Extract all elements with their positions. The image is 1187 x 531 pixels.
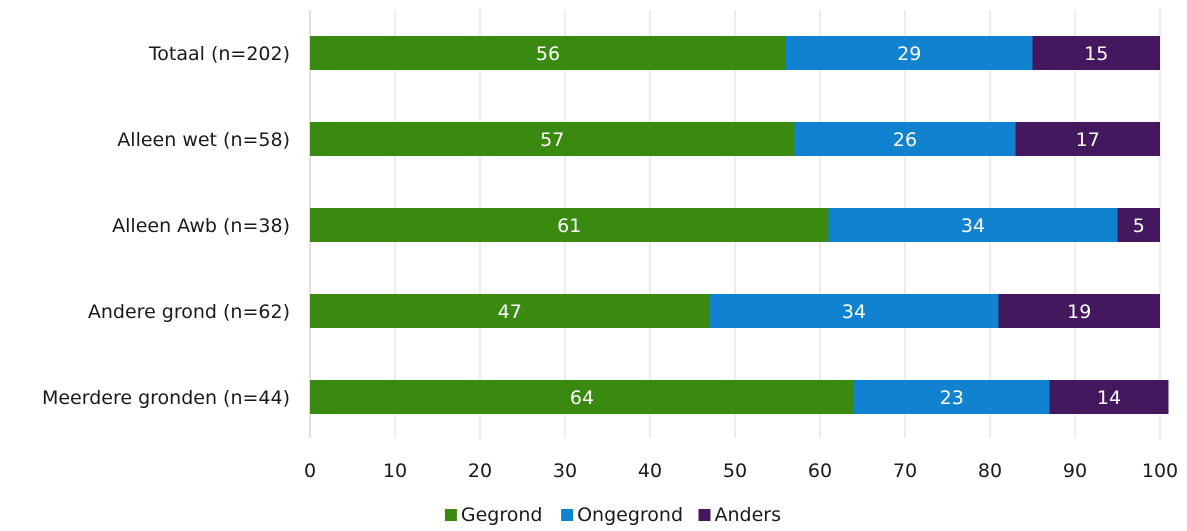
legend-label-ongegrond: Ongegrond	[577, 504, 683, 526]
bar-anders-0	[1032, 36, 1160, 70]
bar-ongegrond-2	[828, 208, 1118, 242]
data-label: 29	[897, 43, 921, 65]
category-label: Totaal (n=202)	[148, 43, 290, 65]
data-label: 17	[1076, 129, 1100, 151]
x-tick-label-90: 90	[1063, 460, 1087, 482]
legend-swatch-anders	[698, 509, 711, 521]
legend-swatch-gegrond	[444, 509, 457, 521]
data-label: 47	[498, 301, 522, 323]
x-tick-label-40: 40	[638, 460, 662, 482]
bar-ongegrond-3	[709, 294, 999, 328]
x-tick-label-70: 70	[893, 460, 917, 482]
data-label: 14	[1097, 387, 1121, 409]
x-tick-label-80: 80	[978, 460, 1002, 482]
category-label: Meerdere gronden (n=44)	[42, 387, 290, 409]
legend: Gegrond Ongegrond Anders	[444, 504, 782, 526]
data-label: 34	[961, 215, 985, 237]
bar-gegrond-0	[310, 36, 786, 70]
legend-label-gegrond: Gegrond	[461, 504, 543, 526]
data-label: 34	[842, 301, 866, 323]
data-label: 57	[540, 129, 564, 151]
x-axis-ticks: 0 10 20 30 40 50 60 70 80 90 100	[304, 460, 1178, 482]
data-label: 64	[570, 387, 594, 409]
bar-anders-4	[1049, 380, 1169, 414]
bar-anders-3	[998, 294, 1160, 328]
data-label: 26	[893, 129, 917, 151]
legend-label-anders: Anders	[715, 504, 782, 526]
category-labels: Totaal (n=202) Alleen wet (n=58) Alleen Aw…	[42, 43, 290, 409]
x-tick-label-60: 60	[808, 460, 832, 482]
category-label: Alleen Awb (n=38)	[112, 215, 290, 237]
data-label: 61	[557, 215, 581, 237]
bar-ongegrond-4	[854, 380, 1050, 414]
bars: 56 29 15 57 26 17 61 34 5 47 34 19 64 23 14	[310, 36, 1169, 414]
data-label: 5	[1133, 215, 1145, 237]
x-tick-label-30: 30	[553, 460, 577, 482]
category-label: Andere grond (n=62)	[88, 301, 290, 323]
bar-gegrond-2	[310, 208, 829, 242]
x-tick-label-20: 20	[468, 460, 492, 482]
bar-ongegrond-0	[786, 36, 1033, 70]
legend-swatch-ongegrond	[561, 509, 574, 521]
x-tick-label-100: 100	[1142, 460, 1178, 482]
bar-gegrond-4	[310, 380, 854, 414]
x-tick-label-50: 50	[723, 460, 747, 482]
bar-gegrond-1	[310, 122, 795, 156]
x-tick-label-0: 0	[304, 460, 316, 482]
x-tick-label-10: 10	[383, 460, 407, 482]
bar-gegrond-3	[310, 294, 710, 328]
category-label: Alleen wet (n=58)	[117, 129, 290, 151]
bar-ongegrond-1	[794, 122, 1016, 156]
data-label: 19	[1067, 301, 1091, 323]
bar-anders-2	[1117, 208, 1160, 242]
data-label: 15	[1084, 43, 1108, 65]
data-label: 23	[940, 387, 964, 409]
bar-anders-1	[1015, 122, 1160, 156]
data-label: 56	[536, 43, 560, 65]
